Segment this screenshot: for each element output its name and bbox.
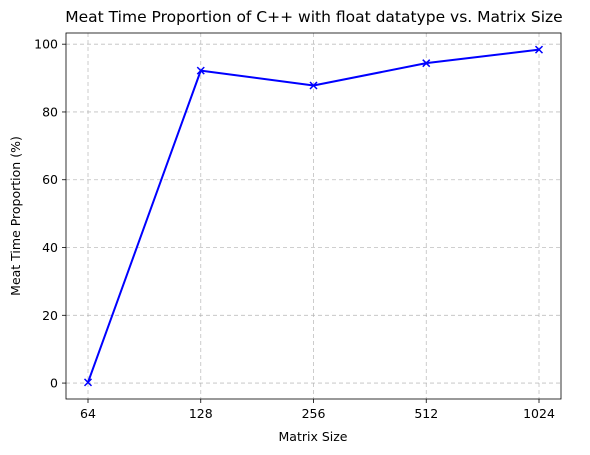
y-tick-label: 60 <box>42 172 58 187</box>
y-tick-label: 80 <box>42 104 58 119</box>
data-point-marker <box>309 81 318 90</box>
y-axis-label: Meat Time Proportion (%) <box>8 136 23 296</box>
data-point-marker <box>422 59 431 68</box>
x-tick-label: 512 <box>414 406 438 421</box>
data-point-marker <box>83 378 93 387</box>
y-tick-label: 40 <box>42 240 58 255</box>
grid <box>66 33 561 399</box>
x-tick-label: 256 <box>302 406 326 421</box>
series-layer <box>83 45 544 387</box>
x-axis-label: Matrix Size <box>279 429 348 444</box>
y-tick-label: 100 <box>34 37 58 52</box>
y-tick-label: 20 <box>42 308 58 323</box>
x-tick-label: 1024 <box>523 406 555 421</box>
chart-title: Meat Time Proportion of C++ with float d… <box>65 8 562 26</box>
y-axis: 0 20 40 60 80 100 <box>34 37 66 391</box>
x-tick-label: 64 <box>80 406 96 421</box>
data-point-marker <box>196 66 205 75</box>
x-tick-label: 128 <box>189 406 213 421</box>
x-axis: 64 128 256 512 1024 <box>80 399 555 421</box>
y-tick-label: 0 <box>50 376 58 391</box>
data-point-marker <box>534 45 544 54</box>
